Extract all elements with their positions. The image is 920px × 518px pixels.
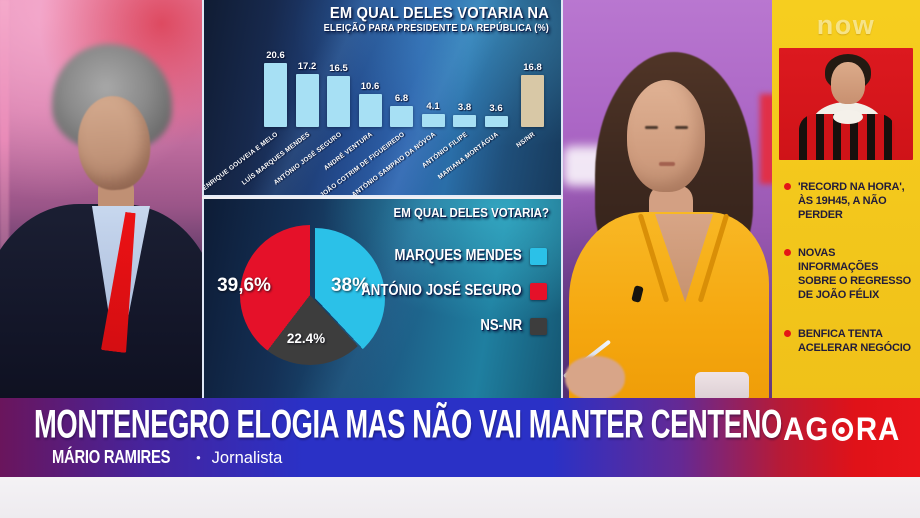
bottom-strip <box>0 477 920 518</box>
now-logo: now <box>816 10 876 40</box>
pie-value-seguro: 39,6% <box>217 275 271 296</box>
speaker-separator: • <box>196 450 201 465</box>
bullet-text: NOVAS INFORMAÇÕES SOBRE O REGRESSO DE JO… <box>798 247 911 302</box>
bullet-dot-icon <box>784 183 791 190</box>
bar <box>327 76 350 127</box>
bar-slot: 3.6 MARIANA MORTÁGUA <box>437 0 508 181</box>
sidebar-bullet-list: 'RECORD NA HORA', ÀS 19H45, A NÃO PERDER… <box>784 180 912 379</box>
bar <box>264 63 287 127</box>
bar-value-label: 16.8 <box>523 62 542 73</box>
bar-value-label: 6.8 <box>394 93 409 104</box>
bullet-item: NOVAS INFORMAÇÕES SOBRE O REGRESSO DE JO… <box>784 246 912 302</box>
bar-chart-bars: 20.6 HENRIQUE GOUVEIA E MELO 17.2 LUÍS MARQ… <box>204 0 544 195</box>
bar-slot: 3.8 ANTÓNIO FILIPE <box>421 0 476 170</box>
now-o-icon <box>831 418 853 441</box>
bullet-item: 'RECORD NA HORA', ÀS 19H45, A NÃO PERDER <box>784 180 912 222</box>
legend-label: ANTÓNIO JOSÉ SEGURO <box>361 282 522 299</box>
speaker-name: MÁRIO RAMIRES <box>52 447 171 467</box>
bar-chart-title-line1: EM QUAL DELES VOTARIA NA <box>329 5 549 22</box>
pie-value-nsnr: 22.4% <box>286 331 326 346</box>
bar-slot: 6.8 JOÃO COTRIM DE FIGUEIREDO <box>318 0 413 195</box>
female-panelist-zone <box>563 0 772 398</box>
lower-third-banner: MONTENEGRO ELOGIA MAS NÃO VAI MANTER CEN… <box>0 398 920 477</box>
speaker-role: Jornalista <box>211 449 283 467</box>
bullet-item: BENFICA TENTA ACELERAR NEGÓCIO <box>784 327 912 355</box>
headline: MONTENEGRO ELOGIA MAS NÃO VAI MANTER CEN… <box>34 401 782 447</box>
bullet-text: BENFICA TENTA ACELERAR NEGÓCIO <box>798 327 911 354</box>
pie-legend: MARQUES MENDES ANTÓNIO JOSÉ SEGURO NS-NR <box>333 247 547 335</box>
agora-suffix: RA <box>855 411 900 447</box>
speaker-line: MÁRIO RAMIRES • Jornalista <box>52 447 282 468</box>
bar <box>421 114 445 127</box>
woman-face <box>627 80 705 192</box>
legend-label: NS-NR <box>480 317 522 334</box>
player-photo-panel <box>779 48 913 160</box>
bar-slot: 17.2 LUÍS MARQUES MENDES <box>241 0 319 187</box>
player-collar <box>833 110 863 124</box>
woman-eye <box>675 126 688 129</box>
player-face <box>831 62 865 104</box>
bar-chart-panel: EM QUAL DELES VOTARIA NA ELEIÇÃO PARA PR… <box>202 0 563 197</box>
bar-slot: 16.8 NS/NR <box>516 0 544 149</box>
bar-slot: 4.1 ANTÓNIO SAMPAIO DA NÓVOA <box>351 0 445 195</box>
bullet-dot-icon <box>784 249 791 257</box>
legend-row: NS-NR <box>473 317 547 335</box>
bullet-text: 'RECORD NA HORA', ÀS 19H45, A NÃO PERDER <box>798 181 905 222</box>
bar-value-label: 16.5 <box>329 63 348 74</box>
bar-value-label: 17.2 <box>297 61 317 72</box>
bar-value-label: 20.6 <box>266 50 285 61</box>
legend-row: MARQUES MENDES <box>372 247 547 265</box>
studio-screen-edge <box>0 0 9 398</box>
agora-label: AG RA <box>783 411 900 448</box>
bar <box>358 94 382 127</box>
legend-swatch <box>530 282 547 300</box>
legend-row: ANTÓNIO JOSÉ SEGURO <box>333 282 547 300</box>
bar-category-label: NS/NR <box>515 131 537 150</box>
bar <box>521 75 544 127</box>
bar-value-label: 3.6 <box>489 103 503 114</box>
pie-chart-exploded-slice <box>245 228 385 368</box>
legend-label: MARQUES MENDES <box>394 247 522 264</box>
male-panelist-zone <box>0 0 202 398</box>
pie-value-mendes: 38% <box>330 275 370 296</box>
woman-mouth <box>659 162 675 166</box>
woman-eye <box>645 126 658 129</box>
bar <box>295 74 319 127</box>
legend-swatch <box>530 317 547 335</box>
bar-value-label: 3.8 <box>457 102 472 113</box>
bar-value-label: 10.6 <box>360 81 380 92</box>
bar <box>453 115 476 127</box>
woman-hand <box>565 356 625 398</box>
bar-chart-title: EM QUAL DELES VOTARIA NA ELEIÇÃO PARA PR… <box>324 5 549 34</box>
pie-chart-panel: EM QUAL DELES VOTARIA? 39,6% 38% 22.4% M… <box>202 199 563 398</box>
studio-screen-blur <box>760 94 772 184</box>
legend-swatch <box>530 247 547 265</box>
pie-chart-title: EM QUAL DELES VOTARIA? <box>393 206 549 220</box>
bar <box>390 106 413 127</box>
bar-value-label: 4.1 <box>426 101 440 112</box>
bullet-dot-icon <box>784 329 791 337</box>
bar-slot: 10.6 ANDRÉ VENTURA <box>323 0 382 172</box>
bar-slot: 20.6 HENRIQUE GOUVEIA E MELO <box>204 0 287 195</box>
bar-slot: 16.5 ANTÓNIO JOSÉ SEGURO <box>272 0 350 186</box>
bar <box>484 116 508 127</box>
agora-prefix: AG <box>782 411 829 447</box>
bar-chart-title-line2: ELEIÇÃO PARA PRESIDENTE DA REPÚBLICA (%) <box>323 22 549 34</box>
bar-category-label: MARIANA MORTÁGUA <box>437 131 501 181</box>
sports-sidebar: now 'RECORD NA HORA', ÀS 19H45, A NÃO PE… <box>772 0 920 398</box>
mug <box>695 372 749 398</box>
